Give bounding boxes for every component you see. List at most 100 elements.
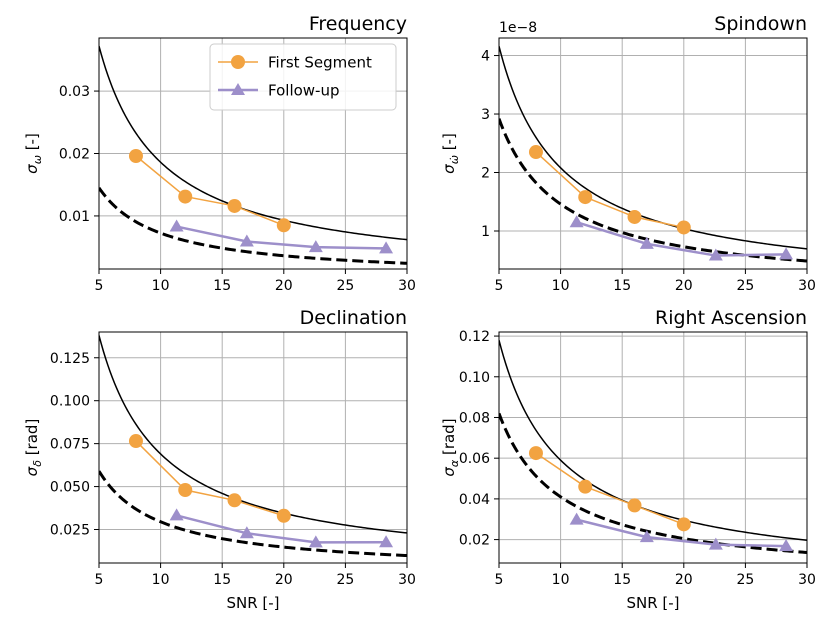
chart-title: Spindown	[714, 13, 807, 35]
declination-panel: 5 10 15 20 25 30 0.025 0.050 0.075 0.100 0.125 Decl…	[23, 307, 416, 612]
first-segment-point	[227, 493, 242, 508]
x-tick-label: 25	[736, 572, 754, 588]
chart-title: Right Ascension	[655, 307, 807, 329]
follow-up-point	[708, 248, 723, 261]
x-tick-label: 5	[95, 572, 104, 588]
x-tick-label: 5	[95, 278, 104, 294]
y-tick-label: 0.02	[59, 147, 90, 163]
follow-up-line	[176, 225, 387, 250]
first-segment-point	[627, 498, 642, 513]
x-tick-label: 25	[336, 572, 354, 588]
follow-up-line	[176, 514, 387, 544]
first-segment-point	[227, 198, 242, 213]
y-axis-label: σω̇ [-]	[440, 133, 461, 174]
y-tick-label: 0.050	[50, 480, 90, 496]
x-tick-label: 25	[336, 278, 354, 294]
y-tick-label: 4	[481, 49, 490, 65]
follow-up-line	[576, 518, 787, 548]
y-label-symbol: σ	[440, 164, 458, 174]
x-tick-label: 15	[613, 572, 631, 588]
y-tick-label: 0.01	[59, 209, 90, 225]
first-segment-point	[178, 189, 193, 204]
y-tick-label: 2	[481, 166, 490, 182]
first-segment-point	[627, 209, 642, 224]
plot-area	[499, 45, 807, 263]
legend-box	[209, 43, 397, 111]
theory-dashed-curve	[99, 470, 407, 558]
y-tick-label: 1	[481, 224, 490, 240]
follow-up-point	[779, 539, 794, 552]
first-segment-point	[128, 434, 143, 449]
x-tick-label: 25	[736, 278, 754, 294]
y-label-subscript: ω	[31, 155, 44, 164]
follow-up-point	[708, 537, 723, 550]
follow-up-point	[569, 215, 584, 228]
spindown-panel: 5 10 15 20 25 30 1 2 3 4 1e−8 Spindown σω̇ [-]	[440, 13, 816, 294]
y-label-unit: [rad]	[440, 418, 458, 459]
y-tick-label: 0.125	[50, 351, 90, 367]
legend-first-segment-label: First Segment	[268, 54, 372, 72]
y-label-unit: [rad]	[23, 419, 41, 460]
follow-up-point	[239, 234, 254, 247]
y-label-unit: [-]	[440, 133, 458, 155]
y-label-subscript: δ	[31, 460, 44, 467]
axes-frame	[498, 331, 808, 564]
y-label-unit: [-]	[23, 133, 41, 155]
follow-up-point	[308, 240, 323, 253]
theory-solid-curve	[499, 339, 807, 542]
y-label-symbol: σ	[440, 467, 458, 477]
y-tick-label: 0.100	[50, 394, 90, 410]
follow-up-point	[169, 508, 184, 521]
y-tick-label: 0.04	[459, 492, 490, 508]
y-label-symbol: σ	[23, 466, 41, 476]
x-tick-label: 30	[798, 572, 816, 588]
x-tick-label: 10	[152, 278, 170, 294]
y-tick-label: 3	[481, 107, 490, 123]
follow-up-point	[379, 241, 394, 254]
legend: First Segment Follow-up	[209, 43, 397, 111]
x-tick-label: 10	[552, 278, 570, 294]
y-label-symbol: σ	[23, 164, 41, 174]
x-tick-label: 15	[613, 278, 631, 294]
first-segment-point	[128, 148, 143, 163]
first-segment-point	[276, 218, 291, 233]
x-tick-label: 15	[213, 278, 231, 294]
chart-title: Frequency	[309, 13, 407, 35]
follow-up-point	[169, 219, 184, 232]
first-segment-line	[535, 151, 684, 229]
plot-area	[499, 339, 807, 554]
first-segment-point	[276, 508, 291, 523]
follow-up-point	[639, 530, 654, 543]
y-tick-label: 0.02	[459, 533, 490, 549]
theory-solid-curve	[99, 45, 407, 241]
y-tick-label: 0.06	[459, 451, 490, 467]
first-segment-point	[528, 145, 543, 160]
first-segment-line	[135, 155, 285, 226]
chart-title: Declination	[300, 307, 407, 329]
y-tick-label: 0.025	[50, 523, 90, 539]
x-tick-label: 30	[798, 278, 816, 294]
x-axis-label: SNR [-]	[626, 594, 679, 612]
first-segment-point	[676, 220, 691, 235]
y-tick-label: 0.03	[59, 84, 90, 100]
follow-up-point	[779, 247, 794, 260]
first-segment-point	[676, 517, 691, 532]
follow-up-line	[576, 221, 787, 257]
first-segment-point	[578, 479, 593, 494]
theory-dashed-curve	[99, 186, 407, 265]
legend-follow-up-marker	[231, 83, 245, 95]
theory-solid-curve	[499, 45, 807, 250]
x-tick-label: 20	[275, 278, 293, 294]
right-ascension-panel: 5 10 15 20 25 30 0.02 0.04 0.06 0.08 0.10 0.12 Right…	[440, 307, 816, 612]
x-tick-label: 15	[213, 572, 231, 588]
follow-up-point	[308, 535, 323, 548]
y-offset-text: 1e−8	[499, 20, 537, 36]
y-tick-label: 0.10	[459, 370, 490, 386]
axes-frame	[498, 37, 808, 270]
plot-area	[99, 335, 407, 558]
legend-first-segment-marker	[231, 55, 245, 69]
x-tick-label: 5	[495, 278, 504, 294]
first-segment-point	[528, 446, 543, 461]
